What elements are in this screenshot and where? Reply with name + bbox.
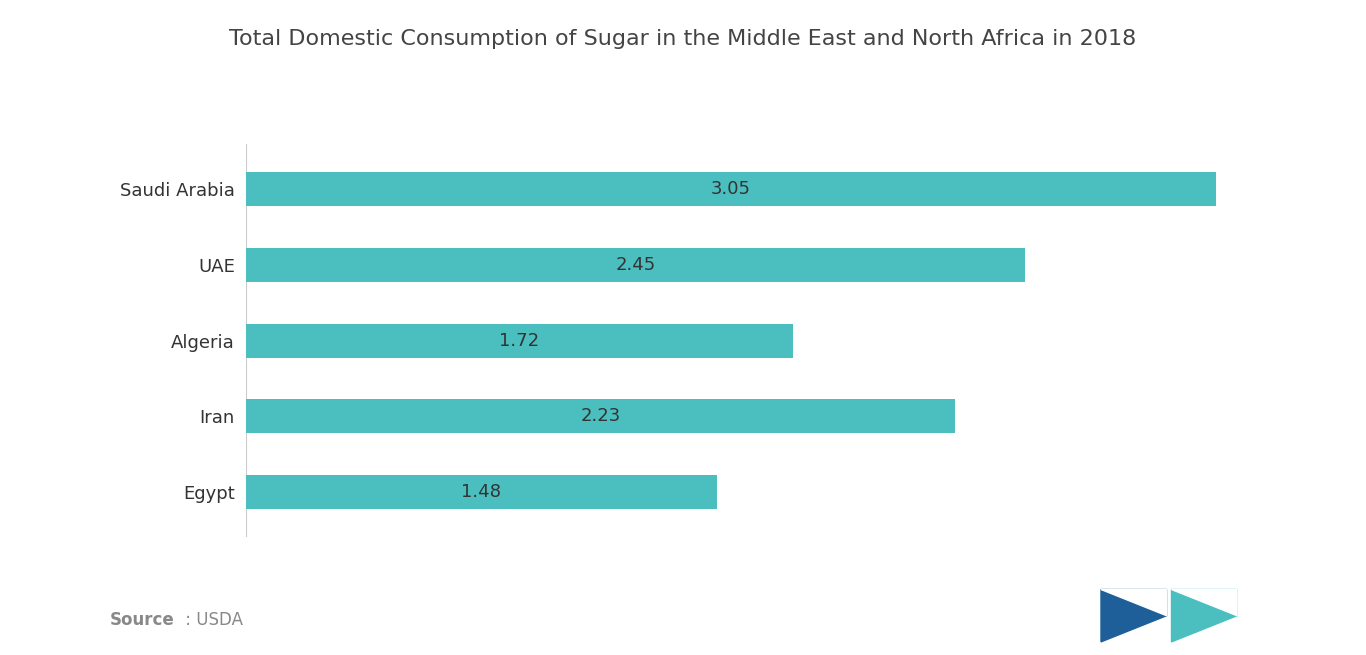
Bar <box>246 399 955 433</box>
Bar <box>246 475 717 509</box>
Bar <box>246 248 1024 282</box>
Text: 2.23: 2.23 <box>581 407 620 425</box>
Text: 3.05: 3.05 <box>710 180 751 198</box>
Polygon shape <box>1101 590 1167 642</box>
Text: 1.48: 1.48 <box>462 483 501 501</box>
Polygon shape <box>1172 590 1238 616</box>
Text: 1.72: 1.72 <box>500 331 540 350</box>
Text: : USDA: : USDA <box>180 611 243 629</box>
Text: Total Domestic Consumption of Sugar in the Middle East and North Africa in 2018: Total Domestic Consumption of Sugar in t… <box>229 29 1137 50</box>
Bar <box>246 324 792 358</box>
Text: 2.45: 2.45 <box>615 256 656 274</box>
Text: Source: Source <box>109 611 173 629</box>
Polygon shape <box>1172 590 1238 642</box>
Bar <box>246 172 1216 206</box>
Polygon shape <box>1101 590 1167 616</box>
